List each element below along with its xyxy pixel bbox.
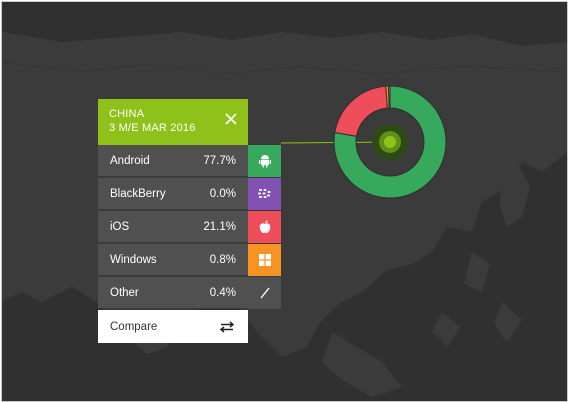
row-windows[interactable]: Windows 0.8% — [98, 244, 282, 277]
panel-header: CHINA 3 M/E MAR 2016 — [98, 99, 248, 145]
apple-icon[interactable] — [248, 211, 281, 244]
os-label: Android — [110, 155, 150, 167]
blackberry-icon[interactable] — [248, 178, 281, 211]
close-icon[interactable] — [224, 112, 238, 126]
row-blackberry[interactable]: BlackBerry 0.0% — [98, 178, 282, 211]
os-share: 21.1% — [203, 221, 236, 233]
os-share: 0.0% — [210, 188, 236, 200]
compare-label: Compare — [110, 321, 157, 333]
row-cell[interactable]: Android 77.7% — [98, 145, 248, 177]
os-share: 0.4% — [210, 287, 236, 299]
os-label: iOS — [110, 221, 129, 233]
row-cell[interactable]: BlackBerry 0.0% — [98, 178, 248, 210]
windows-icon[interactable] — [248, 244, 281, 277]
row-cell[interactable]: Windows 0.8% — [98, 244, 248, 276]
slice-other — [389, 86, 390, 108]
compare-button[interactable]: Compare — [98, 310, 248, 343]
row-android[interactable]: Android 77.7% — [98, 145, 282, 178]
row-cell[interactable]: iOS 21.1% — [98, 211, 248, 243]
period-label: 3 M/E MAR 2016 — [109, 121, 238, 135]
android-icon[interactable] — [248, 145, 281, 178]
row-other[interactable]: Other 0.4% — [98, 277, 282, 310]
os-label: BlackBerry — [110, 188, 166, 200]
row-cell[interactable]: Other 0.4% — [98, 277, 248, 309]
region-title: CHINA — [109, 107, 238, 121]
os-share: 0.8% — [210, 254, 236, 266]
row-ios[interactable]: iOS 21.1% — [98, 211, 282, 244]
os-label: Other — [110, 287, 139, 299]
stats-panel: CHINA 3 M/E MAR 2016 Android 77.7% — [98, 99, 282, 343]
os-label: Windows — [110, 254, 157, 266]
swap-arrows-icon — [220, 321, 234, 333]
other-slash-icon[interactable] — [248, 277, 281, 310]
center-dot — [384, 136, 396, 148]
os-share: 77.7% — [203, 155, 236, 167]
